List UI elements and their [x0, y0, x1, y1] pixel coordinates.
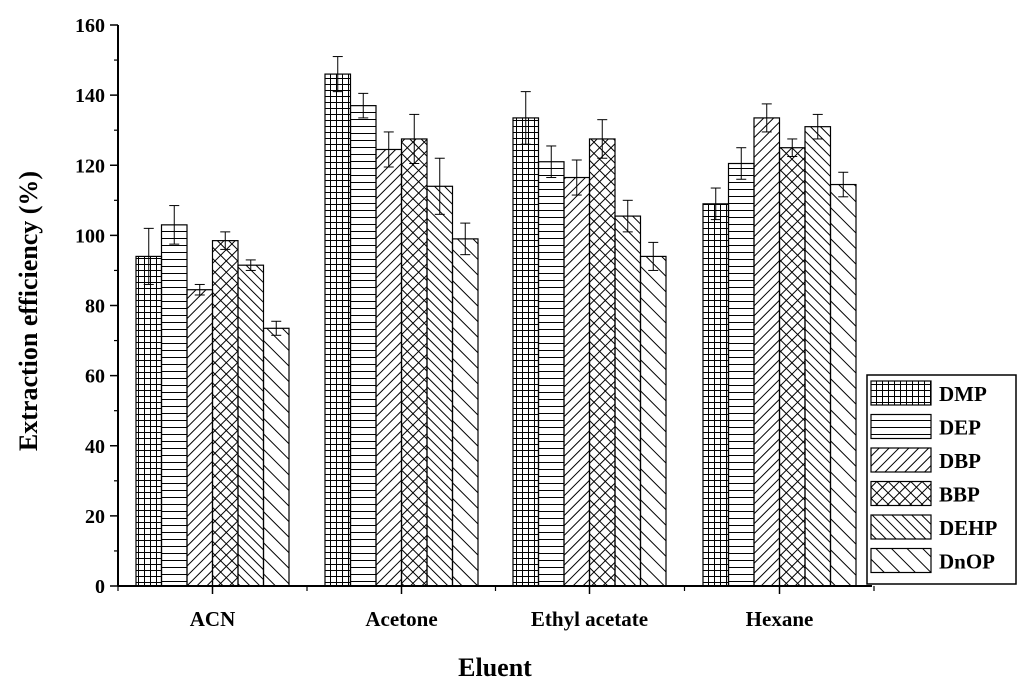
bar-dep-acetone	[349, 105, 377, 587]
error-bar	[194, 283, 205, 296]
legend-swatch	[870, 447, 932, 473]
x-tick-label: Ethyl acetate	[531, 607, 648, 631]
legend-item-bbp: BBP	[870, 480, 980, 507]
x-tick-label: Acetone	[365, 607, 437, 631]
bar-dep-ethyl-acetate	[537, 161, 565, 587]
error-bar	[271, 320, 282, 336]
y-tick-label: 60	[85, 366, 105, 388]
error-bar	[520, 91, 531, 145]
error-bar	[736, 147, 747, 180]
axes: 0 20 40 60 80 100 120 140 160 ACN Acetone Ethyl ace…	[75, 15, 875, 631]
bar-dnop-hexane	[829, 183, 857, 587]
y-tick-label: 160	[75, 15, 105, 37]
legend: DMP DEP DBP BBP DEHP DnOP	[866, 374, 1017, 585]
bar-dnop-acn	[262, 327, 290, 587]
error-bar	[546, 145, 557, 179]
bar-dbp-hexane	[753, 117, 781, 587]
x-axis-label: Eluent	[458, 653, 532, 682]
error-bar	[597, 119, 608, 159]
legend-label: DBP	[939, 449, 981, 473]
x-tick-label: Hexane	[746, 607, 814, 631]
legend-item-dbp: DBP	[870, 447, 981, 473]
bar-dehp-hexane	[804, 126, 832, 587]
legend-item-dmp: DMP	[870, 380, 987, 406]
error-bar	[460, 222, 471, 256]
y-axis-label: Extraction efficiency (%)	[14, 171, 43, 451]
legend-label: DMP	[939, 382, 987, 406]
error-bar	[434, 157, 445, 215]
bar-dmp-ethyl-acetate	[512, 117, 540, 587]
legend-swatch	[870, 547, 932, 574]
y-tick-label: 20	[85, 506, 105, 528]
error-bars-layer	[143, 56, 849, 336]
bar-dnop-acetone	[451, 238, 479, 587]
bar-dep-hexane	[727, 162, 755, 587]
legend-swatch	[870, 514, 932, 540]
legend-swatch	[870, 480, 932, 507]
bar-bbp-hexane	[778, 147, 806, 587]
error-bar	[143, 227, 154, 285]
y-tick-label: 100	[75, 225, 105, 247]
legend-label: DnOP	[939, 550, 995, 574]
error-bar	[648, 241, 659, 271]
error-bar	[332, 56, 343, 93]
bar-bbp-acn	[211, 240, 239, 587]
x-tick-label: ACN	[190, 607, 236, 631]
bar-dbp-ethyl-acetate	[563, 176, 591, 587]
y-tick-label: 80	[85, 296, 105, 318]
error-bar	[245, 259, 256, 271]
error-bar	[812, 113, 823, 140]
bar-dmp-acetone	[324, 73, 352, 587]
y-tick-label: 0	[95, 576, 105, 598]
error-bar	[409, 113, 420, 164]
error-bar	[787, 138, 798, 157]
error-bar	[383, 131, 394, 168]
bar-dbp-acetone	[375, 148, 403, 587]
bars-layer	[135, 73, 857, 587]
bar-dnop-ethyl-acetate	[639, 255, 667, 587]
error-bar	[169, 205, 180, 245]
legend-item-dnop: DnOP	[870, 547, 995, 574]
bar-dep-acn	[160, 224, 188, 587]
error-bar	[220, 231, 231, 250]
y-tick-label: 40	[85, 436, 105, 458]
bar-dehp-acetone	[426, 185, 454, 587]
bar-bbp-acetone	[400, 138, 428, 587]
legend-label: DEHP	[939, 516, 998, 540]
error-bar	[710, 187, 721, 221]
error-bar	[622, 199, 633, 233]
bar-dbp-acn	[186, 289, 214, 587]
bar-dmp-acn	[135, 255, 163, 587]
legend-swatch	[870, 380, 932, 406]
y-tick-label: 140	[75, 85, 105, 107]
bar-dehp-acn	[237, 264, 265, 587]
legend-item-dep: DEP	[870, 413, 981, 440]
legend-label: BBP	[939, 483, 980, 507]
bar-dmp-hexane	[702, 203, 730, 587]
legend-item-dehp: DEHP	[870, 514, 998, 540]
bar-dehp-ethyl-acetate	[614, 215, 642, 587]
error-bar	[358, 92, 369, 119]
bar-bbp-ethyl-acetate	[588, 138, 616, 587]
error-bar	[838, 171, 849, 198]
error-bar	[761, 103, 772, 133]
legend-label: DEP	[939, 416, 981, 440]
error-bar	[571, 159, 582, 196]
legend-swatch	[870, 413, 932, 440]
y-tick-label: 120	[75, 155, 105, 177]
